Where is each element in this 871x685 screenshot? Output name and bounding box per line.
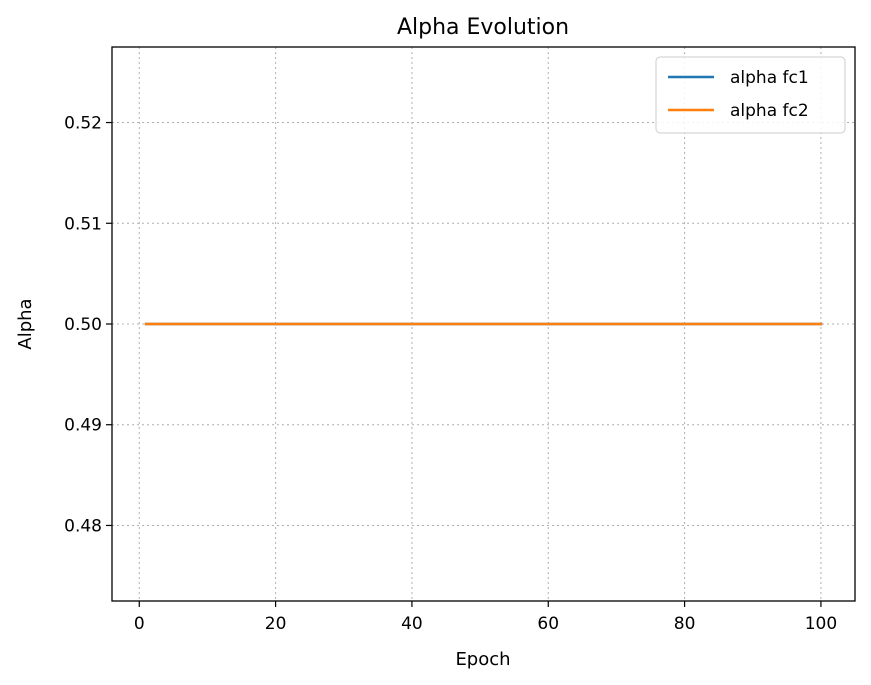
y-axis-label: Alpha (15, 298, 36, 349)
x-tick-label: 0 (134, 614, 145, 634)
x-axis: 0 20 40 60 80 100 (134, 601, 837, 634)
x-tick-label: 100 (805, 614, 837, 634)
y-tick-label: 0.48 (64, 516, 102, 536)
x-tick-label: 40 (401, 614, 423, 634)
y-axis: 0.48 0.49 0.50 0.51 0.52 (64, 114, 112, 536)
x-tick-label: 60 (537, 614, 559, 634)
x-tick-label: 80 (674, 614, 696, 634)
legend: alpha fc1 alpha fc2 (655, 56, 846, 134)
y-tick-label: 0.49 (64, 416, 102, 436)
x-axis-label: Epoch (455, 649, 510, 670)
y-tick-label: 0.50 (64, 315, 102, 335)
x-tick-label: 20 (265, 614, 287, 634)
y-tick-label: 0.51 (64, 214, 102, 234)
alpha-fc2-legend-label: alpha fc2 (730, 101, 809, 121)
chart-title: Alpha Evolution (397, 15, 569, 40)
y-tick-label: 0.52 (64, 114, 102, 134)
alpha-fc1-legend-label: alpha fc1 (730, 68, 809, 88)
